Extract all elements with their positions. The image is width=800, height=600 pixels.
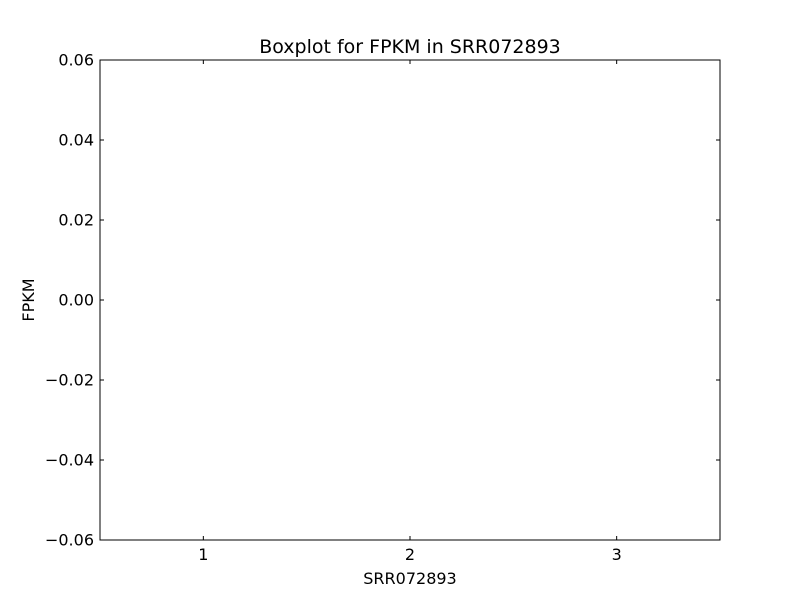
y-axis: −0.06 −0.04 −0.02 0.00 0.02 0.04 0.06 <box>45 51 720 550</box>
y-tick-label: −0.04 <box>45 451 94 470</box>
chart-title: Boxplot for FPKM in SRR072893 <box>259 36 561 58</box>
y-tick-label: 0.06 <box>58 51 94 70</box>
y-tick-label: 0.00 <box>58 291 94 310</box>
x-tick-label: 1 <box>198 545 208 564</box>
y-tick-label: −0.02 <box>45 371 94 390</box>
x-tick-label: 2 <box>405 545 415 564</box>
y-tick-label: 0.02 <box>58 211 94 230</box>
y-tick-label: 0.04 <box>58 131 94 150</box>
x-axis-label: SRR072893 <box>363 569 456 588</box>
y-tick-label: −0.06 <box>45 531 94 550</box>
x-tick-label: 3 <box>612 545 622 564</box>
y-axis-label: FPKM <box>19 278 38 321</box>
x-axis: 1 2 3 <box>198 60 622 564</box>
